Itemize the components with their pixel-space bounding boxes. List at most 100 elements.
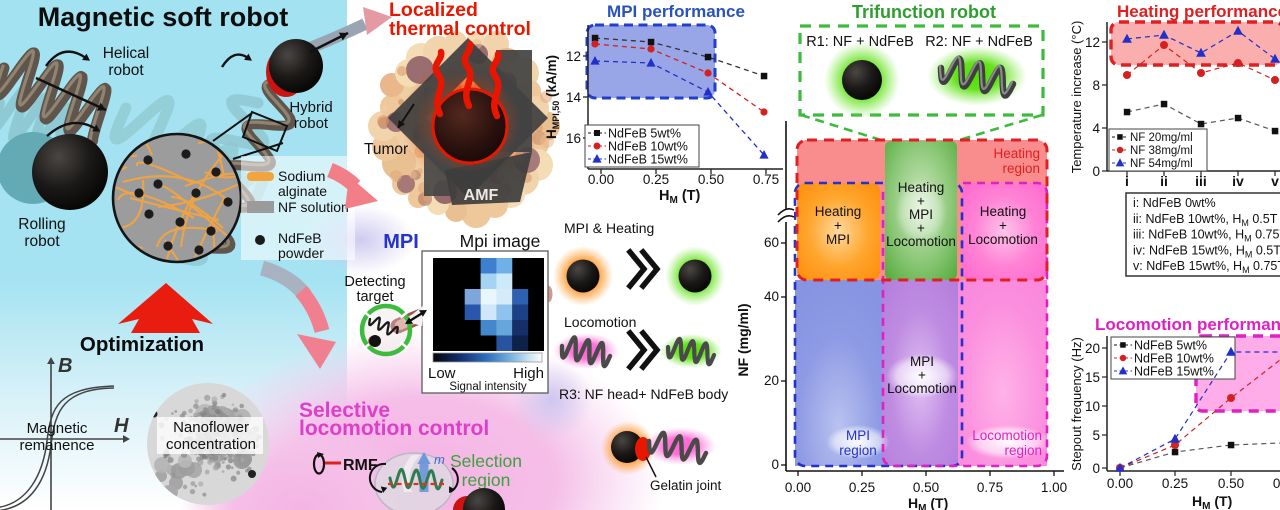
svg-text:0.25: 0.25 <box>643 172 669 187</box>
svg-text:Stepout frequency (Hz): Stepout frequency (Hz) <box>1069 337 1084 471</box>
svg-text:Heating: Heating <box>898 180 945 195</box>
svg-text:Heating: Heating <box>815 204 862 219</box>
svg-text:1.00: 1.00 <box>1041 480 1067 495</box>
svg-text:NF solution: NF solution <box>278 199 349 215</box>
svg-text:Heating performance: Heating performance <box>1117 2 1280 21</box>
svg-text:i: i <box>1125 173 1129 189</box>
svg-text:Helical: Helical <box>103 45 150 62</box>
svg-text:H: H <box>114 415 129 437</box>
svg-text:Selective: Selective <box>299 399 390 422</box>
svg-text:HM (T): HM (T) <box>659 188 701 206</box>
svg-text:B: B <box>58 355 72 377</box>
svg-text:Mpi image: Mpi image <box>460 231 541 251</box>
svg-text:+: + <box>917 194 925 209</box>
svg-text:concentration: concentration <box>166 436 256 453</box>
svg-text:thermal control: thermal control <box>389 18 531 40</box>
svg-text:NdFeB 15wt%: NdFeB 15wt% <box>1134 365 1214 379</box>
svg-text:Locomotion: Locomotion <box>887 381 957 396</box>
svg-text:0.50: 0.50 <box>1218 476 1244 491</box>
svg-text:NdFeB 10wt%: NdFeB 10wt% <box>608 140 688 154</box>
svg-text:+: + <box>834 218 842 233</box>
svg-text:0: 0 <box>1092 461 1100 476</box>
svg-text:MPI & Heating: MPI & Heating <box>564 220 654 236</box>
svg-text:14: 14 <box>566 90 582 105</box>
svg-text:m: m <box>434 452 445 467</box>
svg-text:Locomotion performance: Locomotion performance <box>1095 315 1280 334</box>
svg-text:Heating: Heating <box>993 146 1040 161</box>
svg-text:0.00: 0.00 <box>588 172 614 187</box>
svg-text:region: region <box>839 443 877 458</box>
svg-text:0.00: 0.00 <box>785 480 811 495</box>
svg-text:20: 20 <box>764 373 779 388</box>
svg-text:NdFeB 10wt%: NdFeB 10wt% <box>1134 352 1214 366</box>
svg-text:target: target <box>356 289 393 305</box>
svg-text:Signal intensity: Signal intensity <box>449 381 527 393</box>
svg-text:0.25: 0.25 <box>849 480 875 495</box>
svg-text:Tumor: Tumor <box>364 141 408 158</box>
svg-text:0: 0 <box>1092 164 1100 179</box>
svg-text:40: 40 <box>764 289 779 304</box>
svg-text:HM (T): HM (T) <box>908 495 948 510</box>
svg-text:0.75: 0.75 <box>753 172 779 187</box>
svg-text:NdFeB 5wt%: NdFeB 5wt% <box>608 127 681 141</box>
svg-text:locomotion control: locomotion control <box>299 417 489 440</box>
svg-text:0: 0 <box>771 457 779 472</box>
svg-text:+: + <box>917 221 925 236</box>
svg-text:ii: ii <box>1160 173 1168 189</box>
svg-text:R3: NF head+ NdFeB body: R3: NF head+ NdFeB body <box>559 386 728 402</box>
svg-text:0.50: 0.50 <box>913 480 939 495</box>
svg-text:5: 5 <box>1092 428 1100 443</box>
svg-text:Localized: Localized <box>389 0 478 21</box>
svg-text:Sodium: Sodium <box>278 168 325 184</box>
svg-text:region: region <box>1004 443 1042 458</box>
svg-text:0.50: 0.50 <box>698 172 724 187</box>
svg-text:MPI: MPI <box>910 354 934 369</box>
svg-text:MPI performance: MPI performance <box>607 2 745 21</box>
svg-text:iv: iv <box>1232 173 1244 189</box>
svg-text:region: region <box>1002 161 1040 176</box>
svg-text:MPI: MPI <box>383 231 419 253</box>
svg-text:AMF: AMF <box>464 187 499 204</box>
svg-text:High: High <box>513 365 544 382</box>
svg-text:NdFeB 15wt%: NdFeB 15wt% <box>608 153 688 167</box>
svg-text:Rolling: Rolling <box>18 216 65 233</box>
svg-text:Low: Low <box>428 365 456 382</box>
svg-text:Locomotion: Locomotion <box>564 314 636 330</box>
svg-text:10: 10 <box>1085 399 1100 414</box>
svg-text:iii: NdFeB 10wt%, HM 0.75T: iii: NdFeB 10wt%, HM 0.75T <box>1133 228 1280 244</box>
svg-text:robot: robot <box>108 62 144 79</box>
svg-text:powder: powder <box>278 245 324 261</box>
svg-text:Gelatin joint: Gelatin joint <box>650 478 722 493</box>
svg-text:20: 20 <box>1085 341 1100 356</box>
svg-text:Temperature increase (°C): Temperature increase (°C) <box>1069 21 1084 174</box>
svg-text:remanence: remanence <box>19 437 94 454</box>
svg-text:4: 4 <box>1092 121 1100 136</box>
svg-text:Trifunction robot: Trifunction robot <box>852 2 996 22</box>
svg-text:region: region <box>462 470 511 490</box>
svg-text:alginate: alginate <box>278 183 327 199</box>
svg-text:Detecting: Detecting <box>344 274 405 290</box>
svg-text:NdFeB: NdFeB <box>278 230 322 246</box>
svg-text:8: 8 <box>1092 78 1100 93</box>
svg-text:i: NdFeB 0wt%: i: NdFeB 0wt% <box>1133 196 1216 210</box>
svg-text:Selection: Selection <box>450 451 522 471</box>
svg-text:robot: robot <box>24 233 60 250</box>
svg-text:R1: NF + NdFeB: R1: NF + NdFeB <box>806 34 914 50</box>
svg-text:16: 16 <box>566 131 581 146</box>
svg-text:15: 15 <box>1085 370 1100 385</box>
svg-text:NF (mg/ml): NF (mg/ml) <box>735 303 751 376</box>
svg-text:MPI: MPI <box>909 207 933 222</box>
svg-text:Locomotion: Locomotion <box>968 232 1038 247</box>
svg-text:NF 54mg/ml: NF 54mg/ml <box>1130 158 1193 170</box>
svg-text:HM (T): HM (T) <box>1192 493 1232 510</box>
svg-text:+: + <box>999 218 1007 233</box>
svg-text:v: v <box>1271 173 1279 189</box>
svg-text:RMF: RMF <box>343 457 378 474</box>
svg-text:Optimization: Optimization <box>80 333 204 356</box>
svg-text:NF 20mg/ml: NF 20mg/ml <box>1130 132 1193 144</box>
svg-text:iii: iii <box>1195 173 1207 189</box>
svg-text:Nanoflower: Nanoflower <box>173 419 249 436</box>
svg-text:Heating: Heating <box>980 204 1027 219</box>
svg-text:Locomotion: Locomotion <box>886 234 956 249</box>
svg-text:12: 12 <box>1085 35 1100 50</box>
